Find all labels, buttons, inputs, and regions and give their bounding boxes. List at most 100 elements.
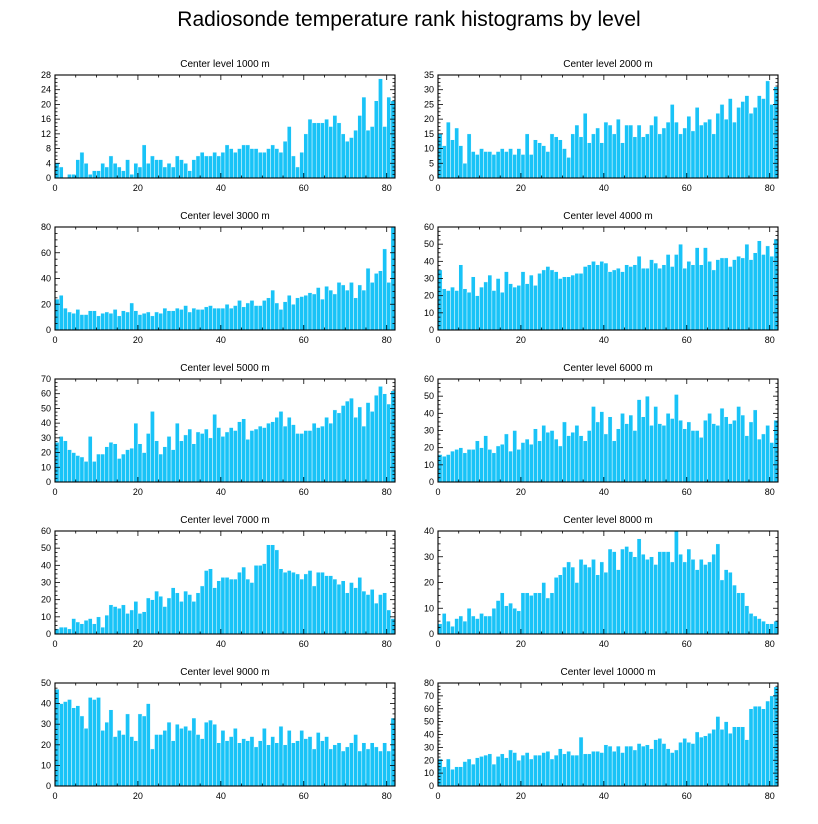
- bar: [653, 564, 658, 635]
- bar: [125, 159, 130, 179]
- bar: [599, 261, 605, 331]
- bar: [516, 760, 522, 787]
- bar: [603, 571, 609, 635]
- bar: [765, 425, 770, 483]
- bar: [748, 613, 754, 635]
- bar: [707, 261, 712, 331]
- bar: [295, 740, 300, 787]
- bar: [282, 425, 288, 483]
- bar: [266, 544, 271, 635]
- bar: [315, 427, 321, 483]
- y-tick-label: 0: [429, 629, 434, 639]
- bar: [661, 551, 667, 635]
- bar: [678, 243, 683, 331]
- bar: [270, 289, 275, 331]
- bar: [195, 431, 201, 483]
- panel-4: Center level 4000 m 0 20 40 60 80 0 10 20 30 40 50 6…: [424, 211, 779, 345]
- bar: [495, 151, 501, 179]
- bar: [116, 458, 122, 483]
- y-tick-label: 40: [41, 699, 51, 709]
- bar: [353, 734, 358, 787]
- bar: [678, 419, 683, 483]
- bar: [58, 436, 64, 483]
- bar: [353, 297, 358, 331]
- bar: [462, 761, 468, 787]
- bar: [719, 407, 725, 483]
- bar: [307, 736, 313, 787]
- bar: [752, 107, 758, 179]
- bar: [632, 264, 638, 331]
- bar: [332, 578, 338, 635]
- bar: [253, 746, 259, 787]
- bar: [499, 444, 505, 483]
- bar: [154, 440, 159, 483]
- bar: [657, 133, 663, 179]
- bar: [566, 561, 571, 635]
- bar: [369, 589, 375, 635]
- bar: [616, 745, 621, 787]
- bar: [249, 300, 255, 331]
- bar: [661, 127, 667, 179]
- bar: [628, 266, 634, 331]
- bar: [79, 715, 85, 787]
- bar: [378, 594, 383, 635]
- bar: [133, 163, 139, 179]
- bar: [769, 104, 775, 179]
- bar: [545, 431, 551, 483]
- bar: [603, 433, 609, 483]
- bar: [732, 584, 737, 635]
- bar: [491, 290, 497, 331]
- bar: [125, 713, 130, 787]
- bar: [349, 582, 354, 635]
- bar: [562, 276, 567, 331]
- bar: [162, 446, 168, 483]
- bar: [249, 736, 255, 787]
- bar: [707, 413, 712, 483]
- bar: [549, 269, 555, 331]
- y-tick-label: 50: [41, 678, 51, 688]
- bar: [607, 416, 613, 483]
- bar: [150, 411, 155, 483]
- x-tick-label: 0: [435, 791, 440, 801]
- bar: [166, 436, 172, 483]
- bar: [216, 742, 222, 787]
- bar: [711, 269, 717, 331]
- bar: [262, 563, 267, 635]
- bar: [216, 427, 222, 483]
- bar: [570, 566, 576, 635]
- bar: [158, 734, 164, 787]
- bar: [266, 422, 271, 483]
- bar: [450, 286, 455, 331]
- bar: [607, 271, 613, 331]
- bar: [274, 549, 280, 635]
- bar: [694, 430, 700, 483]
- y-tick-label: 0: [429, 325, 434, 335]
- bar: [632, 556, 638, 635]
- bar: [562, 421, 567, 483]
- bar: [253, 428, 259, 483]
- bar: [558, 748, 563, 787]
- bar: [578, 273, 584, 331]
- y-tick-label: 10: [424, 460, 434, 470]
- bar: [162, 606, 168, 635]
- bar: [353, 587, 358, 635]
- bar: [690, 430, 696, 483]
- x-tick-label: 0: [52, 335, 57, 345]
- bar: [628, 551, 634, 635]
- bar: [541, 269, 547, 331]
- bar: [257, 565, 263, 635]
- bar: [170, 166, 176, 179]
- bar: [166, 597, 172, 635]
- bar: [761, 98, 766, 179]
- bar: [374, 602, 379, 635]
- bar: [307, 430, 313, 483]
- bar: [295, 573, 300, 635]
- bar: [166, 721, 172, 787]
- x-tick-label: 80: [765, 183, 775, 193]
- bar: [761, 433, 766, 483]
- bar: [715, 113, 721, 179]
- y-tick-label: 10: [41, 612, 51, 622]
- bar: [299, 152, 305, 179]
- bar: [303, 738, 309, 787]
- bar: [67, 174, 72, 179]
